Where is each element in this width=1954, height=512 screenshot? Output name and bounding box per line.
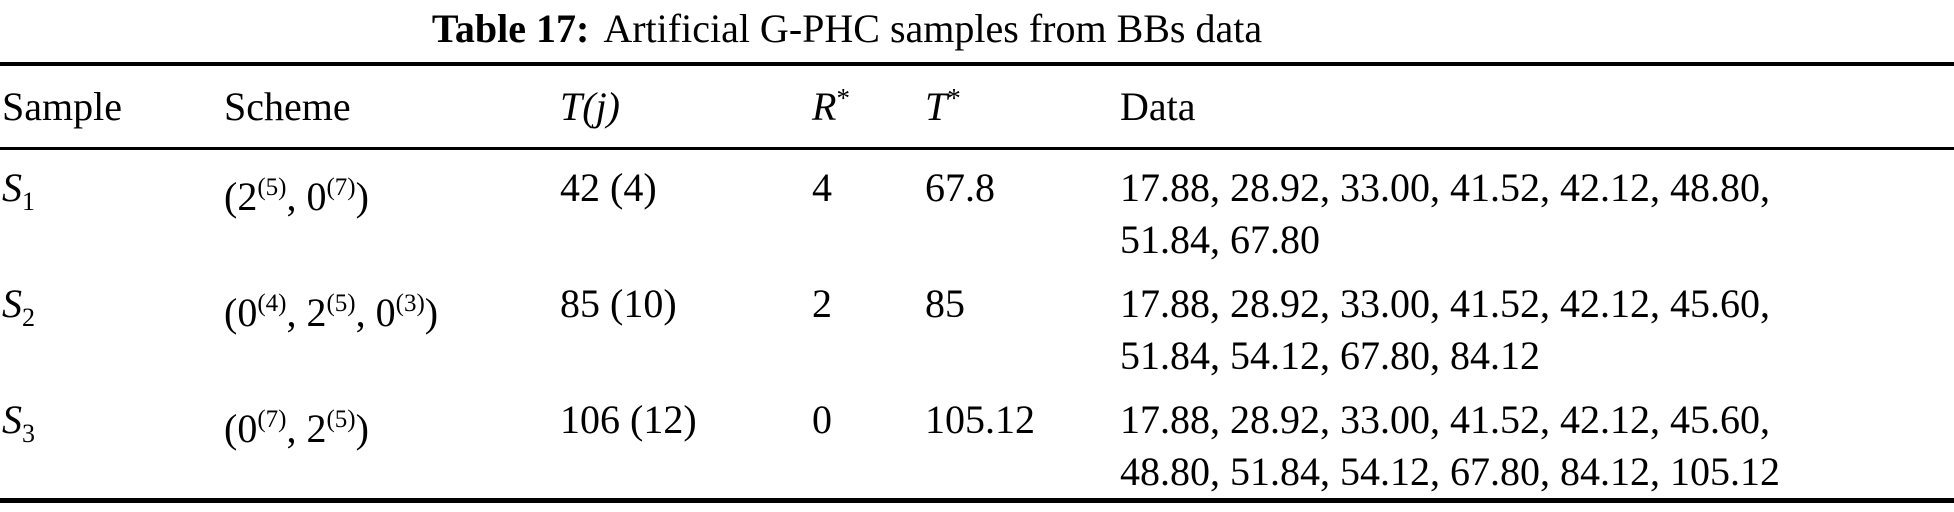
column-header-t: T* xyxy=(925,83,961,129)
cell-data: 17.88, 28.92, 33.00, 41.52, 42.12, 48.80… xyxy=(1118,162,1954,266)
cell-data: 17.88, 28.92, 33.00, 41.52, 42.12, 45.60… xyxy=(1118,278,1954,382)
cell-sample: S3 xyxy=(0,394,222,460)
superscript-asterisk: * xyxy=(836,83,850,113)
table-top-rule xyxy=(0,62,1954,66)
sample-subscript: 1 xyxy=(22,187,35,216)
scheme-exponent: (7) xyxy=(326,174,356,201)
table-bottom-rule xyxy=(0,498,1954,503)
cell-t-j: 85 (10) xyxy=(560,281,677,326)
cell-t-star: 67.8 xyxy=(925,165,995,210)
table-header-row: Sample Scheme T(j) R* T* Data xyxy=(0,66,1954,147)
table-row: S3 (0(7), 2(5)) 106 (12) 0 105.12 17.88, 28.9… xyxy=(0,382,1954,498)
table-caption-text: Artificial G-PHC samples from BBs data xyxy=(603,6,1263,51)
sample-subscript: 3 xyxy=(22,419,35,448)
table-caption: Table 17: Artificial G-PHC samples from B… xyxy=(0,0,1954,62)
scheme-exponent: (5) xyxy=(326,290,356,317)
cell-sample: S1 xyxy=(0,162,222,228)
scheme-exponent: (4) xyxy=(257,290,287,317)
column-header-tj: T(j) xyxy=(560,84,620,129)
table-body: S1 (2(5), 0(7)) 42 (4) 4 67.8 17.88, 28.92, 3… xyxy=(0,150,1954,498)
cell-data: 17.88, 28.92, 33.00, 41.52, 42.12, 45.60… xyxy=(1118,394,1954,498)
data-line: 48.80, 51.84, 54.12, 67.80, 84.12, 105.1… xyxy=(1120,449,1780,494)
column-header-r: R* xyxy=(812,83,850,129)
sample-subscript: 2 xyxy=(22,303,35,332)
scheme-exponent: (5) xyxy=(257,174,287,201)
cell-r-star: 2 xyxy=(812,281,832,326)
sample-symbol: S xyxy=(2,281,22,326)
cell-t-star: 105.12 xyxy=(925,397,1035,442)
cell-t-j: 106 (12) xyxy=(560,397,697,442)
table-header-rule xyxy=(0,147,1954,150)
column-header-data: Data xyxy=(1120,84,1196,129)
cell-sample: S2 xyxy=(0,278,222,344)
cell-t-j: 42 (4) xyxy=(560,165,657,210)
data-line: 17.88, 28.92, 33.00, 41.52, 42.12, 45.60… xyxy=(1120,397,1770,442)
table-row: S1 (2(5), 0(7)) 42 (4) 4 67.8 17.88, 28.92, 3… xyxy=(0,150,1954,266)
cell-scheme: (2(5), 0(7)) xyxy=(224,174,369,219)
scheme-exponent: (3) xyxy=(395,290,425,317)
data-line: 17.88, 28.92, 33.00, 41.52, 42.12, 48.80… xyxy=(1120,165,1770,210)
column-header-scheme: Scheme xyxy=(224,84,351,129)
cell-r-star: 4 xyxy=(812,165,832,210)
table-row: S2 (0(4), 2(5), 0(3)) 85 (10) 2 85 17.88, 28.… xyxy=(0,266,1954,382)
data-line: 51.84, 67.80 xyxy=(1120,217,1320,262)
superscript-asterisk: * xyxy=(947,83,961,113)
data-line: 51.84, 54.12, 67.80, 84.12 xyxy=(1120,333,1540,378)
data-line: 17.88, 28.92, 33.00, 41.52, 42.12, 45.60… xyxy=(1120,281,1770,326)
table-caption-number: Table 17: xyxy=(431,6,590,51)
column-header-sample: Sample xyxy=(2,84,122,129)
cell-r-star: 0 xyxy=(812,397,832,442)
scheme-exponent: (7) xyxy=(257,406,287,433)
scheme-exponent: (5) xyxy=(326,406,356,433)
cell-scheme: (0(7), 2(5)) xyxy=(224,406,369,451)
sample-symbol: S xyxy=(2,397,22,442)
cell-t-star: 85 xyxy=(925,281,965,326)
sample-symbol: S xyxy=(2,165,22,210)
cell-scheme: (0(4), 2(5), 0(3)) xyxy=(224,290,439,335)
